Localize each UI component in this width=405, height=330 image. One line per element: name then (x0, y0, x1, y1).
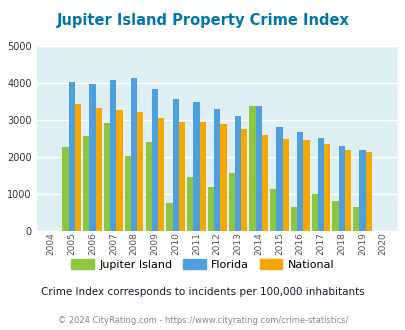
Bar (249, 106, 255, 231)
Bar (276, 127, 282, 231)
Bar (145, 142, 151, 231)
Bar (269, 189, 276, 231)
Bar (178, 121, 185, 231)
Bar (317, 138, 323, 231)
Bar (193, 102, 199, 231)
Bar (296, 132, 303, 231)
Bar (290, 207, 296, 231)
Bar (323, 144, 330, 231)
Bar (332, 201, 338, 231)
Bar (124, 156, 131, 231)
Bar (311, 194, 317, 231)
Bar (338, 146, 344, 231)
Bar (137, 112, 143, 231)
Bar (131, 78, 137, 231)
Bar (199, 122, 205, 231)
Bar (261, 135, 267, 231)
Bar (96, 108, 102, 231)
Bar (207, 187, 213, 231)
Bar (352, 207, 358, 231)
Text: Crime Index corresponds to incidents per 100,000 inhabitants: Crime Index corresponds to incidents per… (41, 287, 364, 297)
Bar (116, 110, 122, 231)
Text: Jupiter Island Property Crime Index: Jupiter Island Property Crime Index (56, 13, 349, 28)
Bar (166, 203, 172, 231)
Bar (151, 89, 158, 231)
Bar (344, 150, 350, 231)
Bar (365, 152, 371, 231)
Bar (234, 116, 241, 231)
Bar (110, 80, 116, 231)
Bar (213, 110, 220, 231)
Bar (172, 99, 178, 231)
Text: © 2024 CityRating.com - https://www.cityrating.com/crime-statistics/: © 2024 CityRating.com - https://www.city… (58, 315, 347, 325)
Bar (68, 82, 75, 231)
Bar (241, 129, 247, 231)
Bar (303, 140, 309, 231)
Bar (282, 139, 288, 231)
Bar (187, 177, 193, 231)
Bar (220, 124, 226, 231)
Bar (83, 136, 89, 231)
Legend: Jupiter Island, Florida, National: Jupiter Island, Florida, National (67, 255, 338, 274)
Bar (158, 118, 164, 231)
Bar (89, 83, 96, 231)
Bar (62, 147, 68, 231)
Bar (255, 106, 261, 231)
Bar (228, 173, 234, 231)
Bar (358, 150, 365, 231)
Bar (75, 104, 81, 231)
Bar (104, 123, 110, 231)
